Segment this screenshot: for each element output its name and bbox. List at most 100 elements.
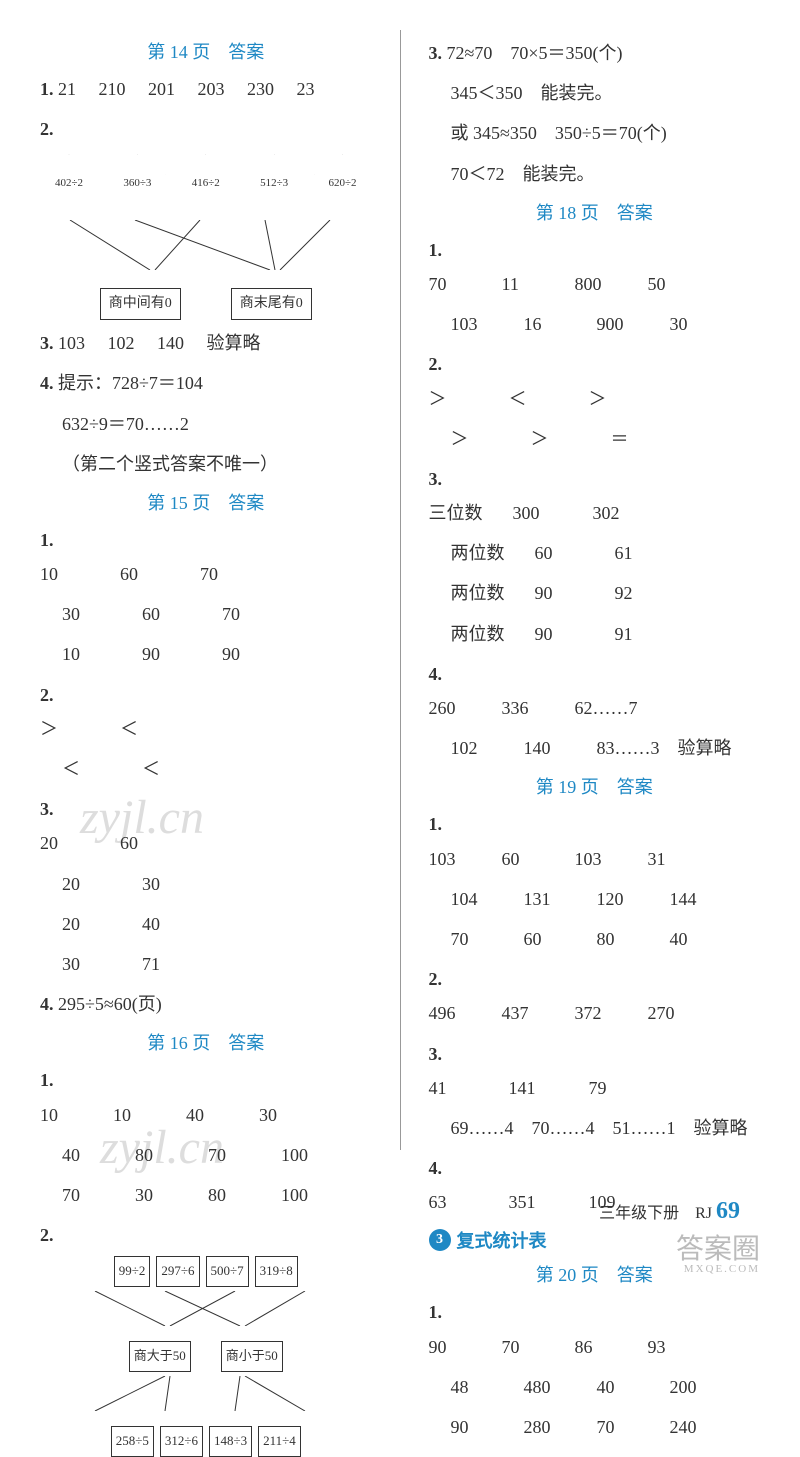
val: 109 bbox=[589, 1185, 639, 1219]
note: 验算略 bbox=[694, 1118, 748, 1138]
val: 144 bbox=[670, 882, 725, 916]
val: 60 bbox=[120, 557, 170, 591]
val: 70 bbox=[502, 1330, 557, 1364]
val: 20 bbox=[40, 826, 90, 860]
p14-q1: 1. 21 210 201 203 230 23 bbox=[40, 72, 372, 106]
qnum: 1. bbox=[40, 79, 54, 99]
note: 验算略 bbox=[678, 731, 733, 765]
val: 70……4 bbox=[532, 1118, 595, 1138]
val: 92 bbox=[615, 576, 665, 610]
qnum: 3. bbox=[429, 43, 443, 63]
val: 131 bbox=[524, 882, 579, 916]
qnum: 1. bbox=[429, 240, 443, 260]
val: 20 bbox=[62, 867, 112, 901]
val: 270 bbox=[648, 996, 703, 1030]
val: 372 bbox=[575, 996, 630, 1030]
division-box: 258÷5 bbox=[111, 1426, 154, 1457]
val: 90 bbox=[142, 637, 192, 671]
val: 83……3 bbox=[597, 731, 660, 765]
val: ＜ bbox=[62, 752, 112, 786]
division-box: 148÷3 bbox=[209, 1426, 252, 1457]
val: 104 bbox=[451, 882, 506, 916]
val: 900 bbox=[597, 307, 652, 341]
val: 30 bbox=[62, 597, 112, 631]
val: 50 bbox=[648, 267, 703, 301]
val: 140 bbox=[157, 333, 184, 353]
val: 71 bbox=[142, 947, 192, 981]
qnum: 3. bbox=[40, 799, 54, 819]
connector-lines bbox=[40, 1376, 372, 1411]
val: 70 bbox=[62, 1178, 117, 1212]
heading-p18: 第 18 页 答案 bbox=[429, 199, 761, 225]
qnum: 1. bbox=[429, 814, 443, 834]
qnum: 3. bbox=[429, 1044, 443, 1064]
val: 280 bbox=[524, 1410, 579, 1444]
val: 60 bbox=[535, 536, 585, 570]
val: 103 bbox=[451, 307, 506, 341]
qnum: 2. bbox=[40, 1225, 54, 1245]
val: 两位数 bbox=[451, 576, 505, 610]
line: 70＜72 能装完。 bbox=[429, 157, 761, 191]
val: 210 bbox=[99, 79, 126, 99]
qnum: 4. bbox=[429, 1158, 443, 1178]
p14-q2: 2. 402÷2 360÷3 416÷2 512÷3 620÷2 商中间有0 商… bbox=[40, 112, 372, 320]
val: 100 bbox=[281, 1138, 336, 1172]
qnum: 1. bbox=[429, 1302, 443, 1322]
val: 60 bbox=[502, 842, 557, 876]
column-divider bbox=[400, 30, 401, 1150]
p15-q2: 2. ＞＜ bbox=[40, 678, 372, 746]
p15-q1: 1. 106070 bbox=[40, 523, 372, 591]
qnum: 2. bbox=[429, 969, 443, 989]
division-box: 312÷6 bbox=[160, 1426, 203, 1457]
category-box: 商大于50 bbox=[129, 1341, 191, 1372]
circle-number-icon: 3 bbox=[429, 1229, 451, 1251]
p18-q1: 1. 701180050 bbox=[429, 233, 761, 301]
val: 48 bbox=[451, 1370, 506, 1404]
val: 三位数 bbox=[429, 496, 483, 530]
val: 30 bbox=[135, 1178, 190, 1212]
qnum: 4. bbox=[40, 373, 54, 393]
p19-q1: 1. 1036010331 bbox=[429, 807, 761, 875]
val: 70 bbox=[222, 597, 272, 631]
val: 31 bbox=[648, 842, 703, 876]
val: 80 bbox=[597, 922, 652, 956]
val: 80 bbox=[135, 1138, 190, 1172]
val bbox=[656, 691, 711, 725]
val: 103 bbox=[58, 333, 85, 353]
val: ＞ bbox=[589, 382, 639, 416]
val: 496 bbox=[429, 996, 484, 1030]
star-icon: 416÷2 bbox=[177, 154, 235, 212]
val: 103 bbox=[575, 842, 630, 876]
left-column: 第 14 页 答案 1. 21 210 201 203 230 23 2. 40… bbox=[40, 30, 372, 1150]
val: 40 bbox=[142, 907, 192, 941]
val: 60 bbox=[120, 826, 170, 860]
val: ＜ bbox=[120, 712, 170, 746]
category-box: 商小于50 bbox=[221, 1341, 283, 1372]
qnum: 1. bbox=[40, 1070, 54, 1090]
val: 70 bbox=[451, 922, 506, 956]
val: 90 bbox=[535, 576, 585, 610]
qnum: 4. bbox=[429, 664, 443, 684]
val: 300 bbox=[513, 496, 563, 530]
val: 351 bbox=[509, 1185, 559, 1219]
star-icon: 402÷2 bbox=[40, 154, 98, 212]
qnum: 2. bbox=[40, 685, 54, 705]
val: 70 bbox=[200, 557, 250, 591]
val: 800 bbox=[575, 267, 630, 301]
division-box: 211÷4 bbox=[258, 1426, 301, 1457]
val: 两位数 bbox=[451, 536, 505, 570]
qnum: 3. bbox=[40, 333, 54, 353]
connector-lines bbox=[40, 1291, 372, 1326]
val: 336 bbox=[502, 691, 557, 725]
val: 两位数 bbox=[451, 617, 505, 651]
p17-q3: 3. 72≈70 70×5＝350(个) bbox=[429, 36, 761, 70]
connector-lines bbox=[40, 220, 372, 270]
p19-q2: 2. 496437372270 bbox=[429, 962, 761, 1030]
star-icon: 620÷2 bbox=[314, 154, 372, 212]
val: 62……7 bbox=[575, 691, 638, 725]
line: （第二个竖式答案不唯一） bbox=[40, 447, 372, 481]
val: 100 bbox=[281, 1178, 336, 1212]
val: 10 bbox=[62, 637, 112, 671]
division-box: 500÷7 bbox=[206, 1256, 249, 1287]
division-box: 319÷8 bbox=[255, 1256, 298, 1287]
